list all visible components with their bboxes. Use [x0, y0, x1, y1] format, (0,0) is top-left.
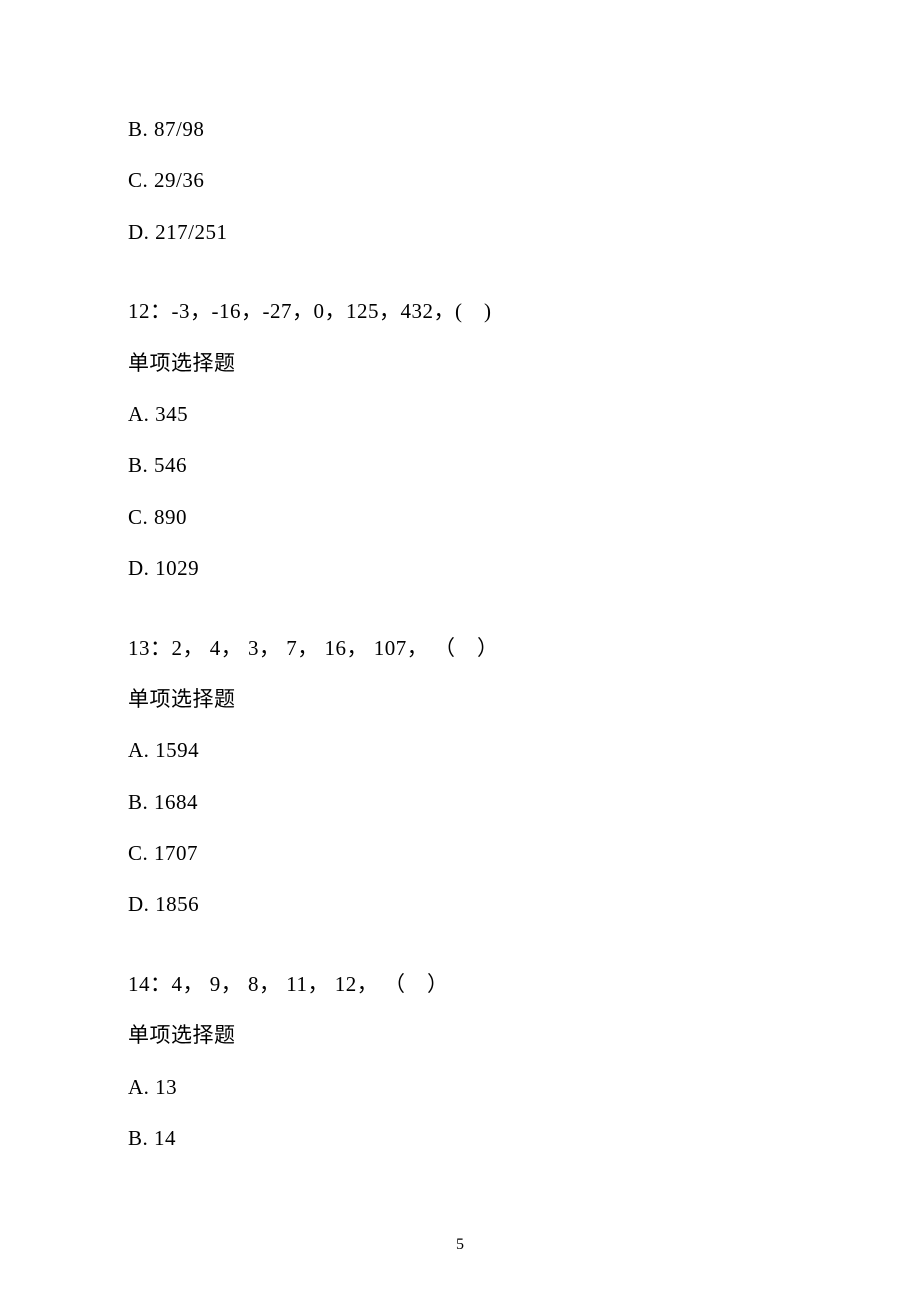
option-value: 1029	[155, 556, 199, 580]
question-13-header: 13：2， 4， 3， 7， 16， 107， （ ）	[128, 634, 792, 663]
question-14-option-a: A. 13	[128, 1073, 792, 1102]
question-12-option-a: A. 345	[128, 400, 792, 429]
question-12-option-c: C. 890	[128, 503, 792, 532]
option-label: D.	[128, 220, 149, 244]
question-13-option-a: A. 1594	[128, 736, 792, 765]
option-label: B.	[128, 790, 148, 814]
option-value: 29/36	[154, 168, 204, 192]
question-number: 13：	[128, 636, 172, 660]
option-value: 546	[154, 453, 187, 477]
orphan-option: B. 87/98	[128, 115, 792, 144]
option-value: 1707	[154, 841, 198, 865]
option-label: B.	[128, 453, 148, 477]
question-12-option-d: D. 1029	[128, 554, 792, 583]
question-14-option-b: B. 14	[128, 1124, 792, 1153]
question-12-option-b: B. 546	[128, 451, 792, 480]
option-value: 217/251	[155, 220, 227, 244]
option-label: C.	[128, 841, 148, 865]
question-13-option-b: B. 1684	[128, 788, 792, 817]
question-14-header: 14：4， 9， 8， 11， 12， （ ）	[128, 970, 792, 999]
orphan-option: C. 29/36	[128, 166, 792, 195]
option-value: 890	[154, 505, 187, 529]
option-label: A.	[128, 402, 149, 426]
page-number: 5	[0, 1236, 920, 1254]
page-content: B. 87/98 C. 29/36 D. 217/251 12：-3，-16，-…	[0, 0, 920, 1153]
option-label: B.	[128, 1126, 148, 1150]
question-13-option-c: C. 1707	[128, 839, 792, 868]
question-12-header: 12：-3，-16，-27，0，125，432，( )	[128, 297, 792, 326]
option-value: 1594	[155, 738, 199, 762]
option-label: B.	[128, 117, 148, 141]
option-value: 14	[154, 1126, 176, 1150]
option-value: 87/98	[154, 117, 204, 141]
question-text: 2， 4， 3， 7， 16， 107， （ ）	[172, 636, 499, 660]
option-label: C.	[128, 168, 148, 192]
option-label: A.	[128, 738, 149, 762]
question-text: -3，-16，-27，0，125，432，( )	[172, 299, 492, 323]
question-number: 12：	[128, 299, 172, 323]
question-type: 单项选择题	[128, 685, 792, 714]
option-value: 13	[155, 1075, 177, 1099]
option-value: 345	[155, 402, 188, 426]
option-label: D.	[128, 892, 149, 916]
question-text: 4， 9， 8， 11， 12， （ ）	[172, 972, 449, 996]
option-value: 1856	[155, 892, 199, 916]
question-13-option-d: D. 1856	[128, 890, 792, 919]
option-label: C.	[128, 505, 148, 529]
option-label: A.	[128, 1075, 149, 1099]
orphan-option: D. 217/251	[128, 218, 792, 247]
question-type: 单项选择题	[128, 1021, 792, 1050]
option-value: 1684	[154, 790, 198, 814]
question-number: 14：	[128, 972, 172, 996]
option-label: D.	[128, 556, 149, 580]
question-type: 单项选择题	[128, 349, 792, 378]
